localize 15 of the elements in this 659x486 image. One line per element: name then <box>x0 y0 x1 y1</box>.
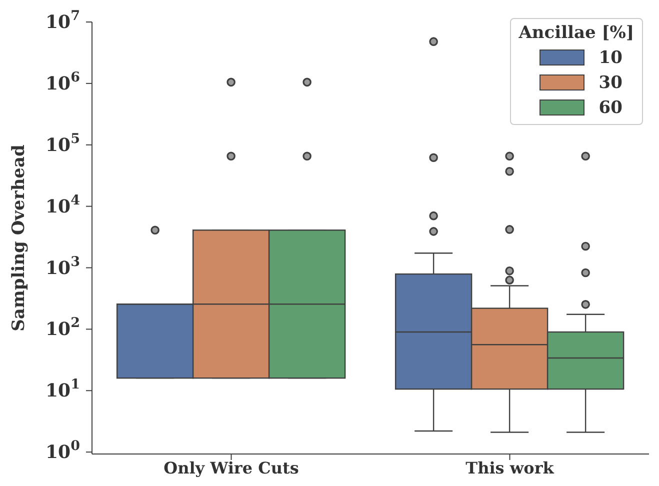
y-tick-label: 10$^{5}$ <box>46 130 80 156</box>
y-axis-title: Sampling Overhead <box>9 144 30 332</box>
y-tick-label: 10$^{6}$ <box>46 69 80 94</box>
y-tick-label: 10$^{3}$ <box>46 254 80 279</box>
legend-label: 60 <box>598 98 622 118</box>
y-tick-label: 10$^{0}$ <box>46 438 80 464</box>
x-tick-label: Only Wire Cuts <box>164 458 299 478</box>
y-tick-label: 10$^{4}$ <box>46 192 80 218</box>
legend-label: 10 <box>598 48 622 68</box>
legend-label: 30 <box>598 72 622 92</box>
y-tick-label: 10$^{1}$ <box>46 376 80 402</box>
y-tick-label: 10$^{2}$ <box>46 315 80 340</box>
legend-title: Ancillae [%] <box>518 23 634 43</box>
y-tick-label: 10$^{7}$ <box>46 8 80 33</box>
x-tick-label: This work <box>466 458 555 478</box>
